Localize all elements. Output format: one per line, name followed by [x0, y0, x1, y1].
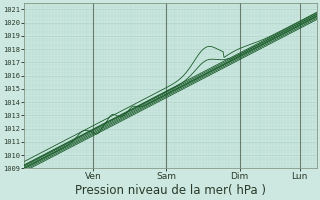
X-axis label: Pression niveau de la mer( hPa ): Pression niveau de la mer( hPa ) — [75, 184, 266, 197]
